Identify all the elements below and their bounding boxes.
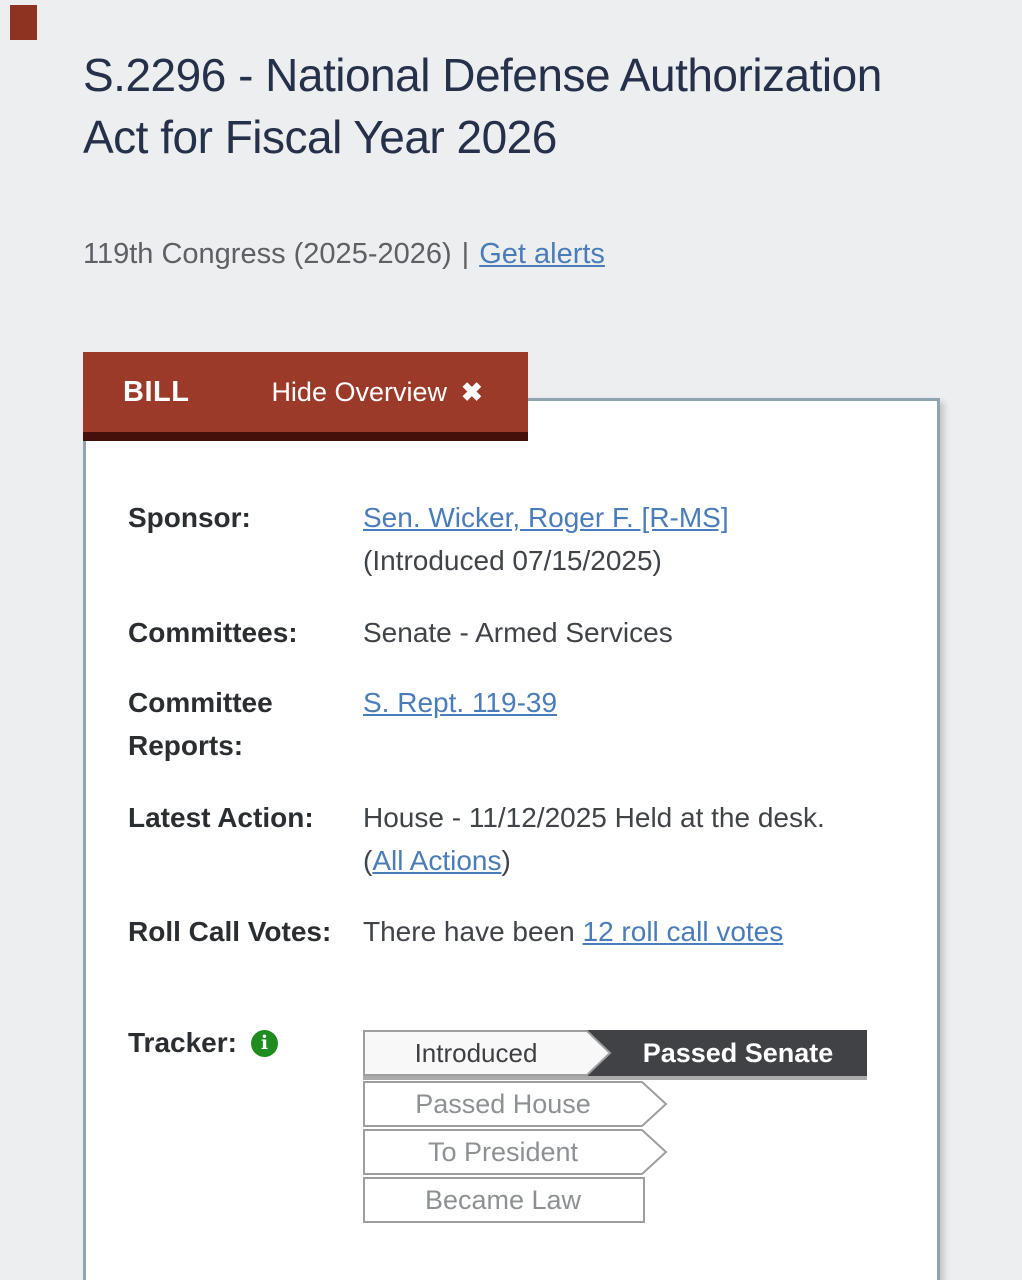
tracker-label: Tracker: xyxy=(128,1027,237,1058)
tracker-upcoming-shape xyxy=(363,1177,645,1223)
top-left-red-marker xyxy=(10,5,37,40)
congress-subtitle: 119th Congress (2025-2026) | Get alerts xyxy=(83,238,883,271)
get-alerts-link[interactable]: Get alerts xyxy=(479,238,605,270)
hide-overview-button[interactable]: Hide Overview ✖ xyxy=(271,377,482,408)
latest-action-text: House - 11/12/2025 Held at the desk. xyxy=(363,802,825,833)
tracker-step-row-4 xyxy=(363,1177,645,1223)
tracker-past-shape xyxy=(363,1030,612,1076)
page-title: S.2296 - National Defense Authorization … xyxy=(83,49,882,163)
roll-call-votes-link[interactable]: 12 roll call votes xyxy=(582,916,784,947)
tracker-upcoming-shape xyxy=(363,1129,668,1175)
subtitle-divider: | xyxy=(461,238,470,270)
all-actions-link[interactable]: All Actions xyxy=(372,845,502,876)
roll-call-value: There have been 12 roll call votes xyxy=(363,910,883,953)
committees-value: Senate - Armed Services xyxy=(363,617,673,648)
latest-action-label: Latest Action: xyxy=(128,802,314,833)
congress-session-text: 119th Congress (2025-2026) xyxy=(83,238,452,270)
tracker-row: Tracker: i xyxy=(128,1027,278,1059)
roll-call-text: There have been xyxy=(363,916,583,947)
tracker-step-row-2 xyxy=(363,1081,668,1127)
tracker-current-shape xyxy=(578,1030,867,1076)
roll-call-label: Roll Call Votes: xyxy=(128,916,332,947)
hide-overview-label: Hide Overview xyxy=(271,376,447,407)
committee-reports-value: S. Rept. 119-39 xyxy=(363,681,883,724)
tab-bill[interactable]: BILL xyxy=(123,375,190,408)
sponsor-label: Sponsor: xyxy=(128,502,251,533)
latest-action-value: House - 11/12/2025 Held at the desk. (Al… xyxy=(363,796,833,882)
bill-tab-bar: BILL Hide Overview ✖ xyxy=(83,352,528,432)
tracker-step-row-3 xyxy=(363,1129,668,1175)
sponsor-link[interactable]: Sen. Wicker, Roger F. [R-MS] xyxy=(363,502,729,533)
tracker-info-icon[interactable]: i xyxy=(250,1029,278,1057)
tab-bar-bottom-strip xyxy=(83,432,528,441)
committee-report-link[interactable]: S. Rept. 119-39 xyxy=(363,687,558,718)
committee-reports-label: Committee Reports: xyxy=(128,687,273,761)
committees-label: Committees: xyxy=(128,617,298,648)
sponsor-introduced-date: (Introduced 07/15/2025) xyxy=(363,545,662,576)
latest-action-paren-close: ) xyxy=(501,845,511,876)
tracker-step-row-1 xyxy=(363,1030,867,1080)
tracker-upcoming-shape xyxy=(363,1081,668,1127)
tracker-row1-base-strip xyxy=(363,1076,867,1080)
latest-action-paren-open: ( xyxy=(363,845,373,876)
close-icon: ✖ xyxy=(461,376,483,407)
sponsor-value: Sen. Wicker, Roger F. [R-MS] (Introduced… xyxy=(363,496,883,582)
